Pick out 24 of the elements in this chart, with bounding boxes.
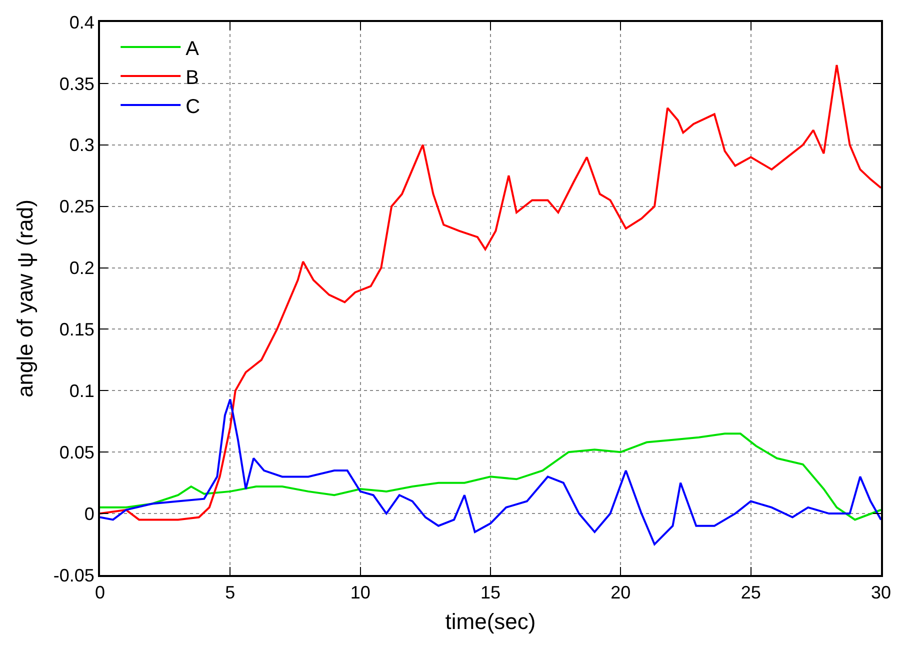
legend-label: C [186, 96, 200, 118]
x-tick-label: 30 [870, 582, 892, 603]
y-tick-label: 0.1 [69, 380, 94, 401]
y-tick-label: 0.3 [69, 135, 94, 156]
y-tick-label: 0.25 [59, 196, 94, 217]
y-tick-label: 0.05 [59, 442, 94, 462]
y-axis-title: angle of yaw ψ (rad) [12, 200, 38, 398]
x-tick-label: 10 [350, 582, 370, 603]
line-series [100, 64, 881, 521]
y-tick-label: 0.4 [69, 12, 94, 32]
y-tick-label: -0.05 [53, 565, 94, 586]
x-axis-title: time(sec) [445, 609, 536, 634]
line-series [100, 432, 881, 521]
legend-label: B [186, 66, 199, 89]
x-tick-label: 15 [480, 582, 501, 603]
y-tick-label: 0.15 [59, 320, 94, 340]
y-tick-label: 0.2 [69, 258, 94, 278]
x-tick-label: 25 [740, 582, 761, 603]
y-tick-label: 0.35 [59, 74, 94, 94]
legend-label: A [186, 38, 200, 60]
x-tick-label: 5 [225, 582, 236, 603]
y-tick-label: 0 [84, 504, 94, 524]
x-tick-label: 20 [610, 582, 631, 603]
line-series [100, 398, 881, 546]
